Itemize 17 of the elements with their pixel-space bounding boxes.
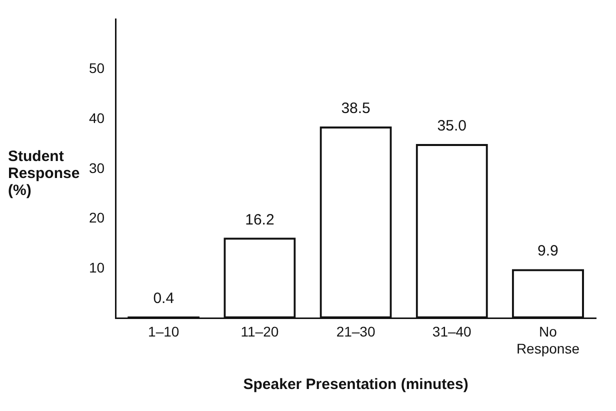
data-label: 38.5 <box>341 100 370 118</box>
x-tick-label: 1–10 <box>148 324 180 340</box>
x-tick-label: 21–30 <box>336 324 376 340</box>
y-tick-label: 10 <box>88 259 105 276</box>
data-label: 9.9 <box>538 242 558 260</box>
x-tick-label: No Response <box>516 324 580 356</box>
y-tick-label: 20 <box>88 210 105 226</box>
data-label: 0.4 <box>153 290 174 308</box>
y-tick-label: 30 <box>88 160 105 176</box>
data-label: 35.0 <box>437 118 466 135</box>
x-tick-label: 31–40 <box>432 324 472 340</box>
y-tick-label: 50 <box>88 60 105 76</box>
y-tick-label: 40 <box>88 110 105 126</box>
y-axis-title: Student Response (%) <box>8 148 81 198</box>
data-label: 16.2 <box>245 211 274 228</box>
x-tick-label: 11–20 <box>240 324 279 340</box>
x-axis-title: Speaker Presentation (minutes) <box>243 376 468 394</box>
